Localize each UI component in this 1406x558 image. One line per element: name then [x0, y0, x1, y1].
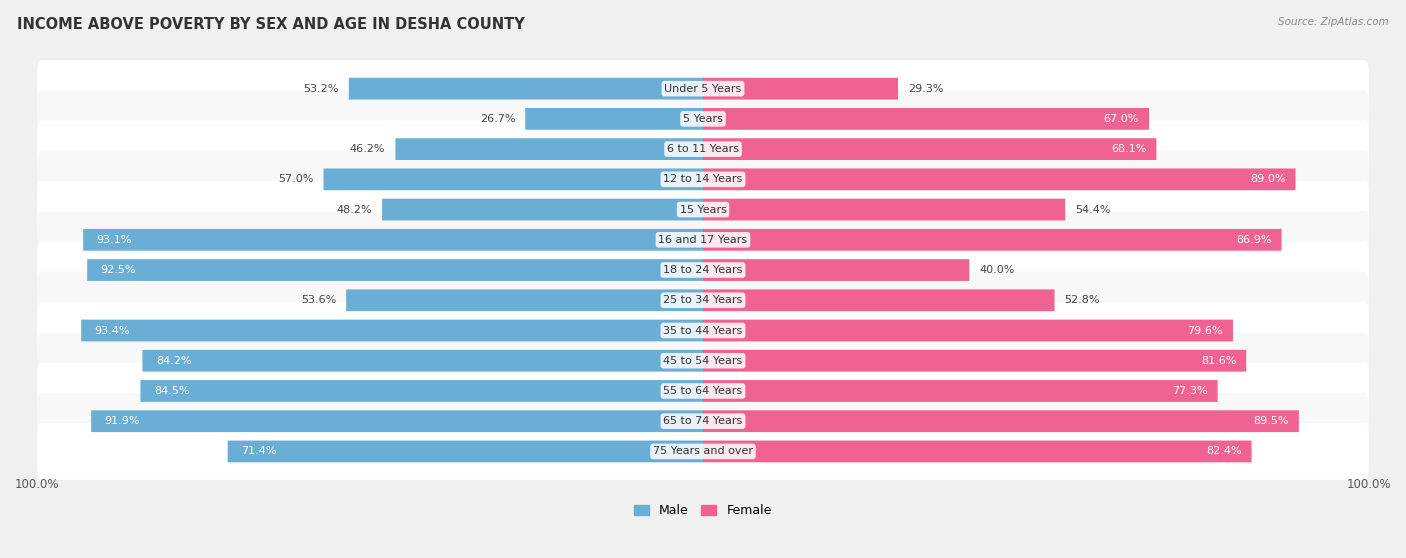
FancyBboxPatch shape — [37, 121, 1369, 177]
FancyBboxPatch shape — [349, 78, 703, 99]
FancyBboxPatch shape — [703, 78, 898, 99]
Text: 68.1%: 68.1% — [1111, 144, 1146, 154]
FancyBboxPatch shape — [37, 181, 1369, 238]
Text: 5 Years: 5 Years — [683, 114, 723, 124]
FancyBboxPatch shape — [228, 441, 703, 463]
Text: 18 to 24 Years: 18 to 24 Years — [664, 265, 742, 275]
Text: 91.9%: 91.9% — [104, 416, 141, 426]
Text: 84.5%: 84.5% — [153, 386, 190, 396]
FancyBboxPatch shape — [141, 380, 703, 402]
FancyBboxPatch shape — [142, 350, 703, 372]
Text: 86.9%: 86.9% — [1236, 235, 1271, 245]
FancyBboxPatch shape — [37, 90, 1369, 147]
FancyBboxPatch shape — [37, 211, 1369, 268]
Text: 92.5%: 92.5% — [100, 265, 136, 275]
FancyBboxPatch shape — [703, 320, 1233, 341]
Text: 82.4%: 82.4% — [1206, 446, 1241, 456]
Text: 67.0%: 67.0% — [1104, 114, 1139, 124]
Text: 71.4%: 71.4% — [240, 446, 277, 456]
Text: 75 Years and over: 75 Years and over — [652, 446, 754, 456]
FancyBboxPatch shape — [37, 151, 1369, 208]
FancyBboxPatch shape — [395, 138, 703, 160]
FancyBboxPatch shape — [526, 108, 703, 130]
FancyBboxPatch shape — [91, 410, 703, 432]
Text: 26.7%: 26.7% — [479, 114, 515, 124]
FancyBboxPatch shape — [703, 290, 1054, 311]
Text: Under 5 Years: Under 5 Years — [665, 84, 741, 94]
FancyBboxPatch shape — [37, 333, 1369, 389]
FancyBboxPatch shape — [323, 169, 703, 190]
Text: 89.5%: 89.5% — [1253, 416, 1289, 426]
FancyBboxPatch shape — [37, 272, 1369, 329]
Text: 29.3%: 29.3% — [908, 84, 943, 94]
Text: 46.2%: 46.2% — [350, 144, 385, 154]
FancyBboxPatch shape — [37, 423, 1369, 480]
FancyBboxPatch shape — [82, 320, 703, 341]
Text: 55 to 64 Years: 55 to 64 Years — [664, 386, 742, 396]
Text: 54.4%: 54.4% — [1076, 205, 1111, 215]
FancyBboxPatch shape — [703, 108, 1149, 130]
FancyBboxPatch shape — [703, 199, 1066, 220]
Text: 65 to 74 Years: 65 to 74 Years — [664, 416, 742, 426]
FancyBboxPatch shape — [37, 363, 1369, 420]
FancyBboxPatch shape — [703, 138, 1156, 160]
FancyBboxPatch shape — [382, 199, 703, 220]
Text: 77.3%: 77.3% — [1173, 386, 1208, 396]
Text: 84.2%: 84.2% — [156, 356, 191, 365]
Text: 12 to 14 Years: 12 to 14 Years — [664, 174, 742, 184]
Text: 15 Years: 15 Years — [679, 205, 727, 215]
Legend: Male, Female: Male, Female — [634, 504, 772, 517]
Text: 6 to 11 Years: 6 to 11 Years — [666, 144, 740, 154]
Text: 79.6%: 79.6% — [1188, 325, 1223, 335]
FancyBboxPatch shape — [703, 350, 1246, 372]
Text: 16 and 17 Years: 16 and 17 Years — [658, 235, 748, 245]
FancyBboxPatch shape — [37, 242, 1369, 299]
FancyBboxPatch shape — [346, 290, 703, 311]
Text: 48.2%: 48.2% — [336, 205, 373, 215]
Text: Source: ZipAtlas.com: Source: ZipAtlas.com — [1278, 17, 1389, 27]
Text: 45 to 54 Years: 45 to 54 Years — [664, 356, 742, 365]
Text: 89.0%: 89.0% — [1250, 174, 1285, 184]
Text: 40.0%: 40.0% — [980, 265, 1015, 275]
FancyBboxPatch shape — [703, 410, 1299, 432]
Text: 57.0%: 57.0% — [278, 174, 314, 184]
FancyBboxPatch shape — [37, 302, 1369, 359]
FancyBboxPatch shape — [703, 441, 1251, 463]
Text: 81.6%: 81.6% — [1201, 356, 1236, 365]
Text: 93.1%: 93.1% — [97, 235, 132, 245]
FancyBboxPatch shape — [87, 259, 703, 281]
FancyBboxPatch shape — [37, 60, 1369, 117]
Text: 53.6%: 53.6% — [301, 295, 336, 305]
Text: 52.8%: 52.8% — [1064, 295, 1099, 305]
FancyBboxPatch shape — [83, 229, 703, 251]
Text: 35 to 44 Years: 35 to 44 Years — [664, 325, 742, 335]
FancyBboxPatch shape — [703, 380, 1218, 402]
Text: 93.4%: 93.4% — [94, 325, 129, 335]
FancyBboxPatch shape — [703, 169, 1295, 190]
FancyBboxPatch shape — [703, 259, 969, 281]
FancyBboxPatch shape — [703, 229, 1281, 251]
Text: INCOME ABOVE POVERTY BY SEX AND AGE IN DESHA COUNTY: INCOME ABOVE POVERTY BY SEX AND AGE IN D… — [17, 17, 524, 32]
Text: 25 to 34 Years: 25 to 34 Years — [664, 295, 742, 305]
FancyBboxPatch shape — [37, 393, 1369, 450]
Text: 53.2%: 53.2% — [304, 84, 339, 94]
